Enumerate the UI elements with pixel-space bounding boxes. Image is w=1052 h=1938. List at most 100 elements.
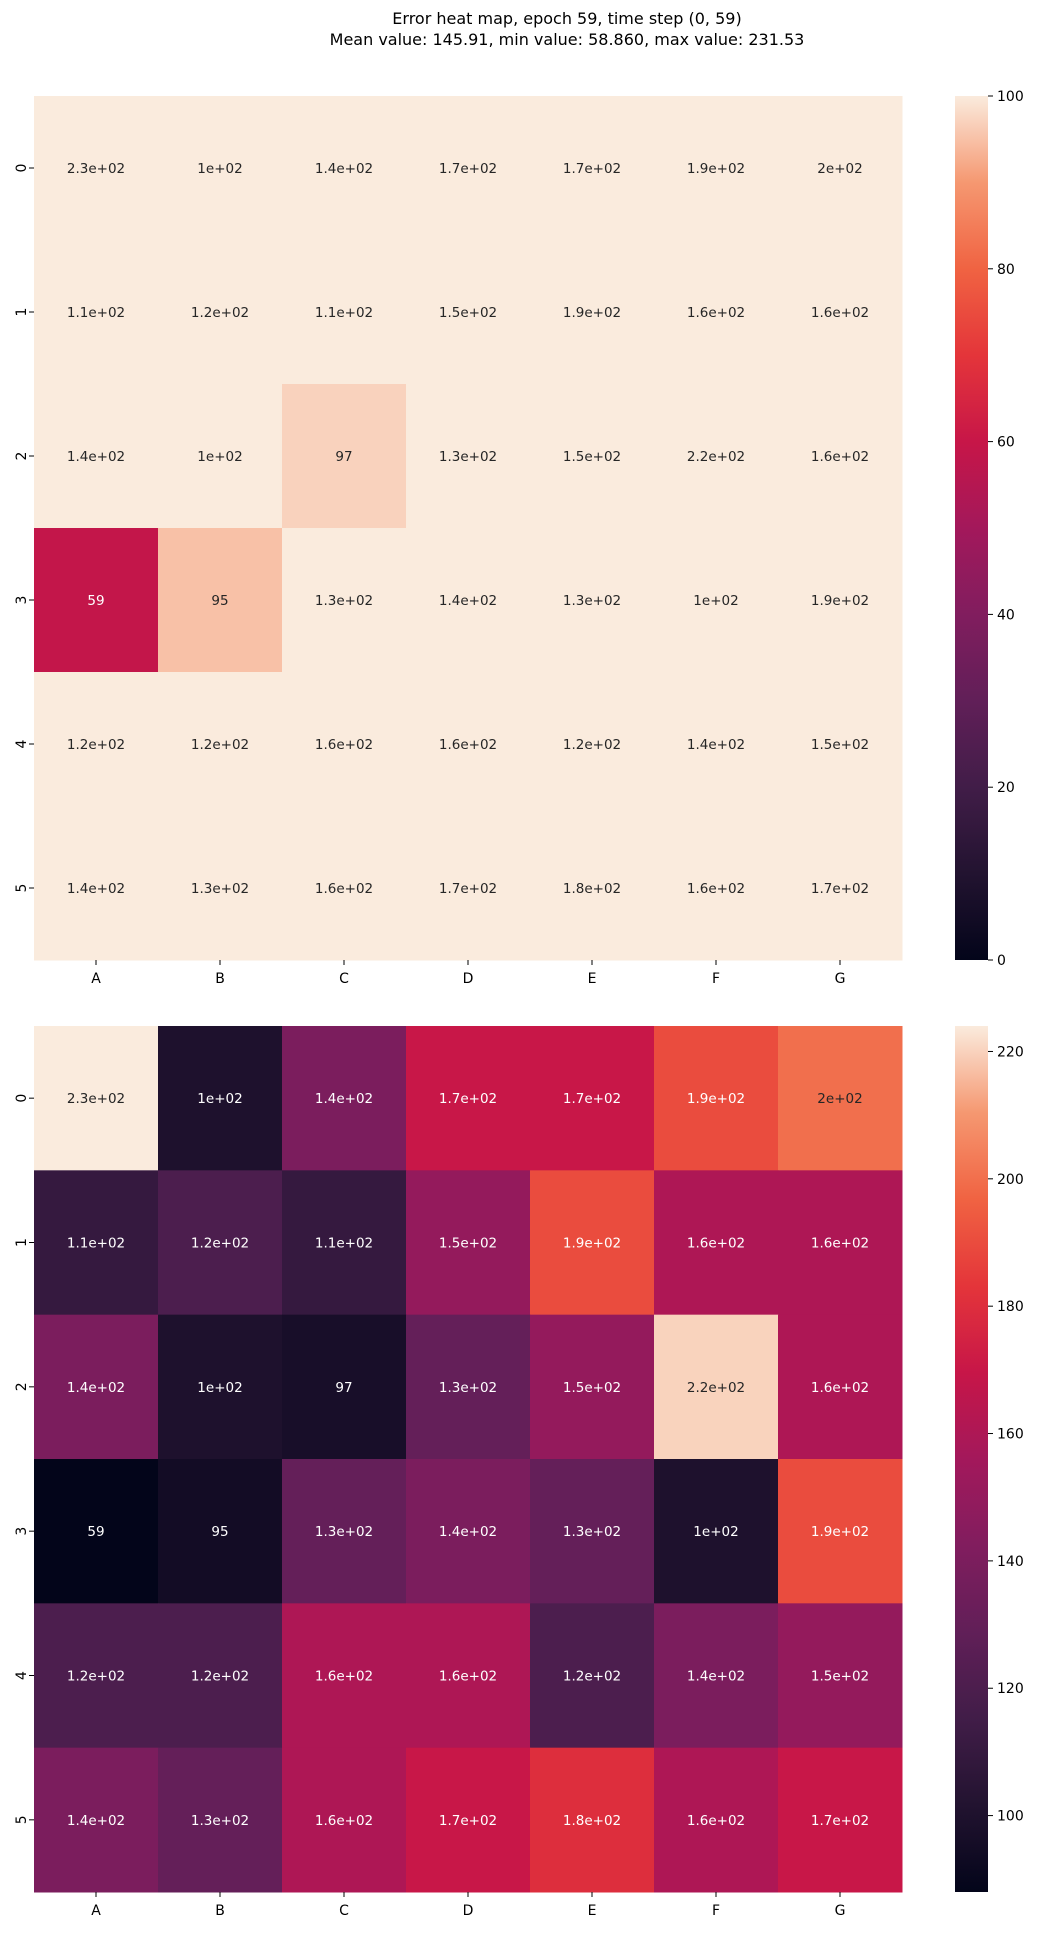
colorbar-tick-label: 100: [997, 1809, 1024, 1825]
heatmap-cell: [158, 528, 283, 673]
heatmap-cell: [406, 1603, 531, 1749]
heatmap-cell: [406, 384, 531, 529]
heatmap-cell: [654, 240, 779, 385]
cell-annotation: 1.5e+02: [811, 1669, 869, 1685]
heatmap-cell: [778, 528, 903, 673]
heatmap-cell: [406, 1459, 531, 1604]
cell-annotation: 1.2e+02: [563, 737, 621, 753]
x-tick-label: G: [835, 1903, 846, 1919]
heatmap-cell: [34, 96, 159, 241]
heatmap-cell: [34, 528, 159, 673]
cell-annotation: 2.2e+02: [687, 449, 745, 465]
cell-annotation: 95: [211, 1524, 228, 1540]
cell-annotation: 2.3e+02: [67, 161, 125, 177]
y-tick-label: 5: [14, 1815, 30, 1824]
y-tick-label: 2: [14, 1382, 30, 1391]
cell-annotation: 2e+02: [817, 161, 862, 177]
colorbar: [955, 1026, 988, 1892]
heatmap-cell: [530, 384, 655, 529]
x-tick-label: B: [215, 1903, 225, 1919]
heatmap-cell: [778, 1747, 903, 1893]
heatmap-cell: [530, 1170, 655, 1316]
x-tick-label: C: [339, 1903, 349, 1919]
cell-annotation: 1.7e+02: [563, 1091, 621, 1107]
cell-annotation: 1.5e+02: [439, 1236, 497, 1252]
cell-annotation: 1.5e+02: [811, 737, 869, 753]
colorbar-tick-label: 200: [997, 1172, 1024, 1188]
colorbar-tick-label: 220: [997, 1044, 1024, 1060]
y-tick-label: 5: [14, 884, 30, 893]
heatmap-cell: [530, 528, 655, 673]
x-tick-label: A: [91, 1903, 101, 1919]
cell-annotation: 1.9e+02: [687, 1091, 745, 1107]
cell-annotation: 1.6e+02: [687, 881, 745, 897]
cell-annotation: 1.2e+02: [563, 1669, 621, 1685]
cell-annotation: 1.5e+02: [439, 305, 497, 321]
heatmap-cell: [654, 1747, 779, 1893]
cell-annotation: 1.2e+02: [67, 1669, 125, 1685]
cell-annotation: 1.7e+02: [439, 881, 497, 897]
heatmap-cell: [778, 240, 903, 385]
y-tick-label: 4: [14, 1671, 30, 1680]
heatmap-cell: [406, 240, 531, 385]
heatmap-cell: [778, 1603, 903, 1749]
heatmap-cell: [282, 1747, 407, 1893]
heatmap-cell: [778, 1459, 903, 1604]
heatmap-cell: [34, 1170, 159, 1316]
cell-annotation: 1.3e+02: [439, 449, 497, 465]
cell-annotation: 1.4e+02: [67, 1380, 125, 1396]
cell-annotation: 1.4e+02: [67, 881, 125, 897]
chart-title-line2: Mean value: 145.91, min value: 58.860, m…: [330, 30, 805, 49]
heatmap-cell: [778, 1170, 903, 1316]
heatmap-cell: [158, 1747, 283, 1893]
cell-annotation: 1.8e+02: [563, 881, 621, 897]
heatmap-cell: [282, 672, 407, 817]
heatmap-cell: [530, 1603, 655, 1749]
cell-annotation: 1.7e+02: [563, 161, 621, 177]
heatmap-cell: [654, 672, 779, 817]
heatmap-cell: [34, 1459, 159, 1604]
heatmap-cell: [406, 1170, 531, 1316]
cell-annotation: 1.8e+02: [563, 1813, 621, 1829]
cell-annotation: 1.3e+02: [315, 1524, 373, 1540]
cell-annotation: 1.6e+02: [315, 881, 373, 897]
cell-annotation: 1.6e+02: [811, 449, 869, 465]
heatmap-cell: [158, 672, 283, 817]
cell-annotation: 97: [335, 1380, 352, 1396]
heatmap-cell: [778, 384, 903, 529]
y-tick-label: 3: [14, 1527, 30, 1536]
cell-annotation: 1.4e+02: [687, 737, 745, 753]
colorbar-tick-label: 0: [997, 953, 1006, 969]
cell-annotation: 1.3e+02: [315, 593, 373, 609]
cell-annotation: 2e+02: [817, 1091, 862, 1107]
cell-annotation: 1.4e+02: [315, 1091, 373, 1107]
heatmap-cell: [158, 96, 283, 241]
heatmap-cell: [406, 1747, 531, 1893]
heatmap-cell: [654, 384, 779, 529]
colorbar-tick-label: 140: [997, 1554, 1024, 1570]
cell-annotation: 1.6e+02: [315, 737, 373, 753]
y-tick-label: 1: [14, 1238, 30, 1247]
cell-annotation: 2.3e+02: [67, 1091, 125, 1107]
cell-annotation: 1.6e+02: [315, 1813, 373, 1829]
colorbar-tick-label: 20: [997, 780, 1015, 796]
heatmap-cell: [158, 1459, 283, 1604]
heatmap-cell: [406, 816, 531, 961]
heatmap-bottom: 2.3e+02 1e+02 1.4e+02 1.7e+02 1.7e+02 1.9e+02…: [14, 1026, 1024, 1919]
cell-annotation: 1.6e+02: [439, 737, 497, 753]
heatmap-cell: [282, 1170, 407, 1316]
cell-annotation: 1.4e+02: [67, 449, 125, 465]
heatmap-cell: [158, 240, 283, 385]
x-tick-label: G: [835, 971, 846, 987]
heatmap-cell: [34, 816, 159, 961]
x-tick-label: D: [463, 1903, 474, 1919]
heatmap-cell: [282, 1459, 407, 1604]
heatmap-cell: [530, 240, 655, 385]
x-tick-label: E: [588, 1903, 597, 1919]
heatmap-cell: [406, 528, 531, 673]
cell-annotation: 1.2e+02: [67, 737, 125, 753]
cell-annotation: 1.9e+02: [563, 1236, 621, 1252]
colorbar-tick-label: 40: [997, 607, 1015, 623]
cell-annotation: 1.4e+02: [67, 1813, 125, 1829]
